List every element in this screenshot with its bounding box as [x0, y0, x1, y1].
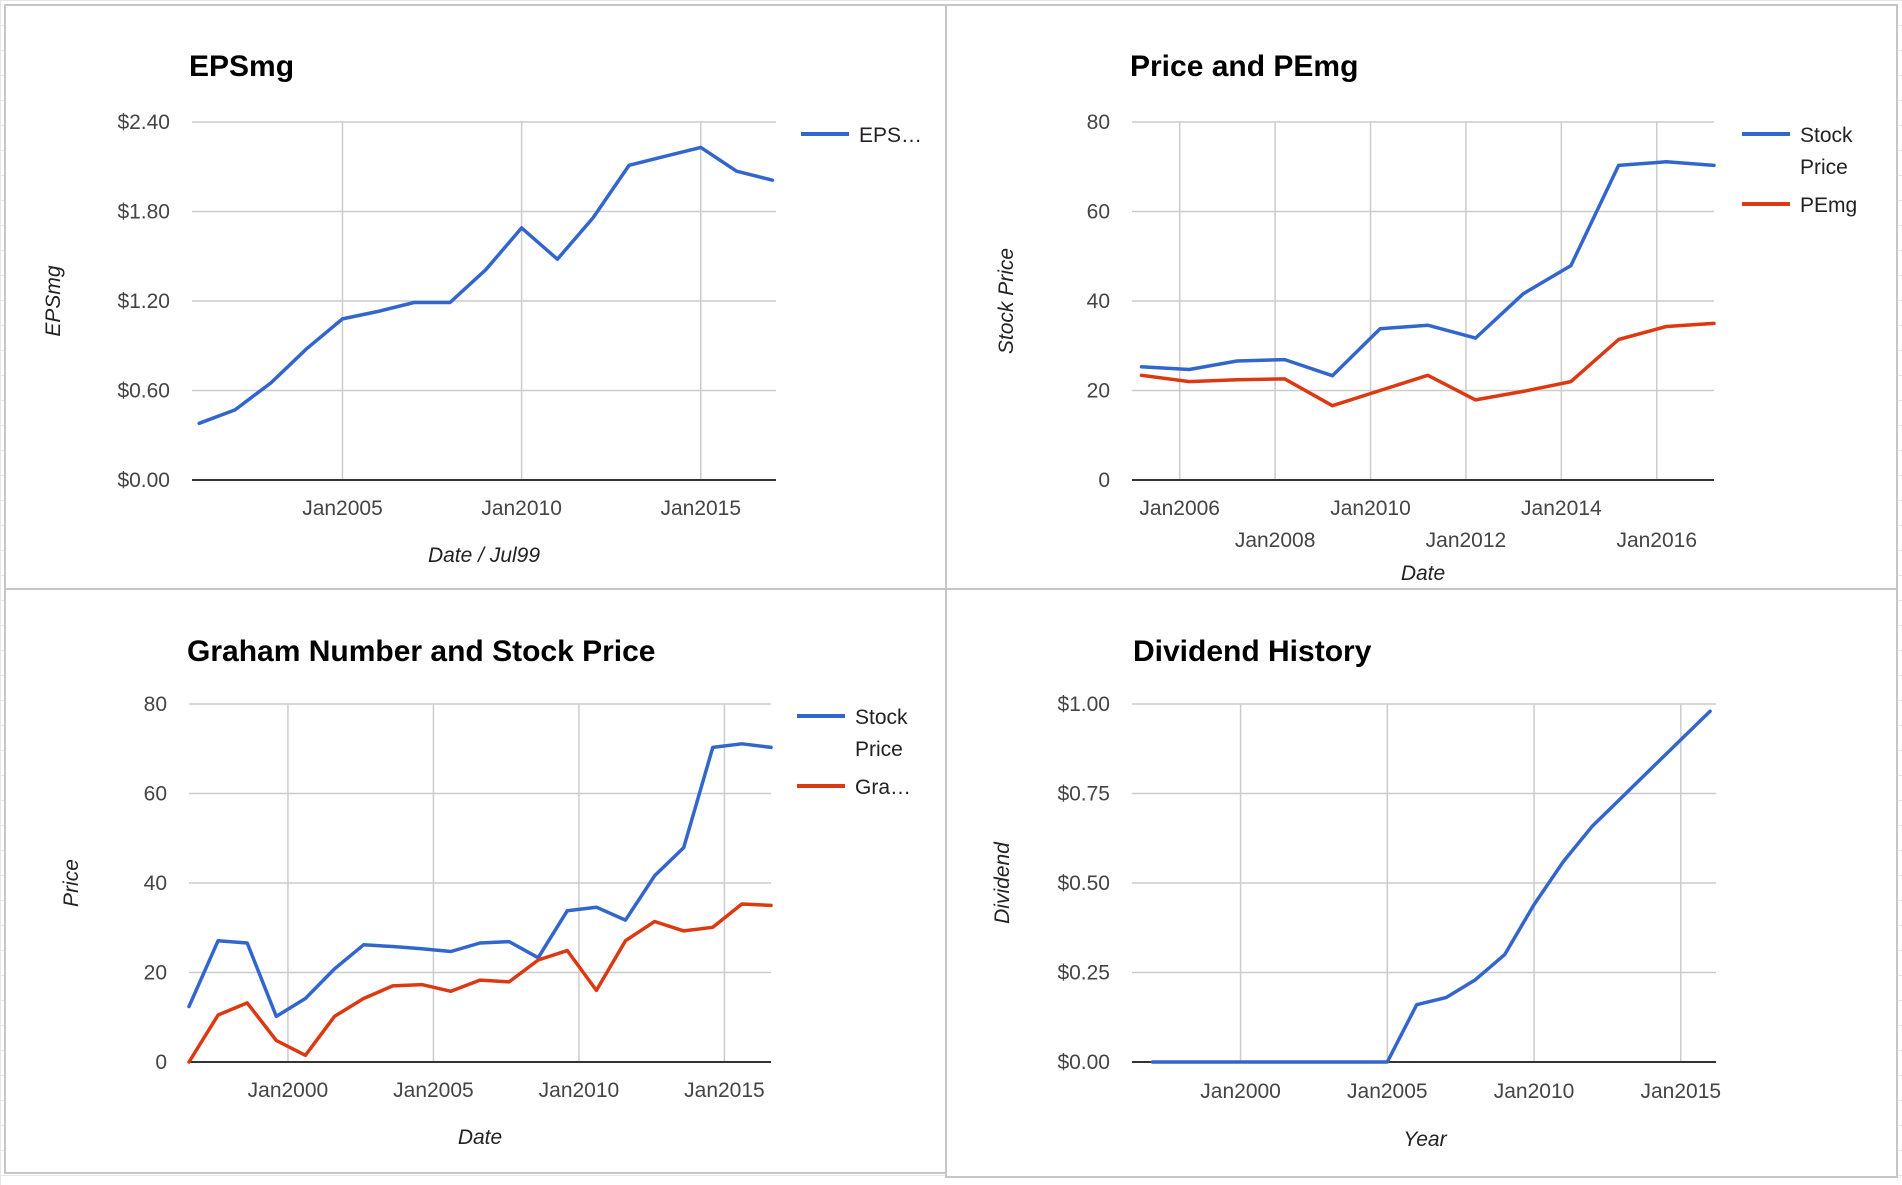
legend-label: Stock: [855, 706, 908, 729]
y-axis-title: Dividend: [991, 841, 1014, 924]
y-tick-label: 60: [144, 783, 167, 806]
y-tick-label: 20: [144, 962, 167, 985]
x-tick-label: Jan2005: [1347, 1080, 1428, 1103]
chart-panel-dividend-history: Dividend History $0.00 $0.25 $0.50 $0.75 $1.0…: [945, 588, 1898, 1178]
series-line-blue: [187, 742, 773, 1019]
y-tick-label: $0.25: [1057, 962, 1110, 985]
y-tick-label: $0.75: [1057, 783, 1110, 806]
legend-label: EPS…: [859, 124, 922, 147]
chart-panel-epsmg: EPSmg $0.00 $0.60 $1.20 $1.80 $2.40 Jan2005 Jan…: [4, 4, 947, 590]
y-tick-label: 40: [144, 872, 167, 895]
legend-label: Stock: [1800, 124, 1853, 147]
x-tick-label: Jan2010: [481, 497, 562, 520]
legend-label: Price: [855, 738, 903, 761]
chart-title: EPSmg: [189, 50, 294, 83]
y-tick-label: 0: [1098, 469, 1110, 492]
y-tick-label: $0.00: [1057, 1051, 1110, 1074]
x-tick-label: Jan2015: [684, 1079, 765, 1102]
y-tick-label: $1.00: [1057, 693, 1110, 716]
x-axis-title: Date: [1401, 562, 1445, 585]
x-tick-label: Jan2012: [1426, 529, 1507, 552]
legend-label: Price: [1800, 156, 1848, 179]
y-tick-label: $2.40: [117, 111, 170, 134]
y-tick-label: 20: [1087, 380, 1110, 403]
x-tick-label: Jan2005: [302, 497, 383, 520]
x-tick-label: Jan2010: [539, 1079, 620, 1102]
y-tick-label: 0: [155, 1051, 167, 1074]
x-tick-label: Jan2008: [1235, 529, 1316, 552]
x-tick-label: Jan2016: [1616, 529, 1697, 552]
dividend-history-chart-svg: Dividend History $0.00 $0.25 $0.50 $0.75 $1.0…: [991, 635, 1721, 1151]
x-tick-label: Jan2015: [1640, 1080, 1721, 1103]
y-tick-label: $1.80: [117, 201, 170, 224]
series-line-red: [1139, 321, 1716, 408]
x-tick-label: Jan2006: [1139, 497, 1220, 520]
series-line-blue: [197, 145, 775, 426]
chart-panel-graham-number: Graham Number and Stock Price 0 20 40 60 80 Ja…: [4, 588, 947, 1174]
y-tick-label: $1.20: [117, 290, 170, 313]
y-tick-label: 80: [1087, 111, 1110, 134]
series-line-blue: [1150, 709, 1712, 1064]
y-axis-title: Stock Price: [995, 248, 1018, 354]
legend-label: PEmg: [1800, 194, 1857, 217]
chart-title: Dividend History: [1133, 635, 1372, 668]
x-tick-label: Jan2010: [1330, 497, 1411, 520]
x-axis-title: Date: [458, 1126, 502, 1149]
graham-number-chart-svg: Graham Number and Stock Price 0 20 40 60 80 Ja…: [60, 635, 911, 1149]
x-tick-label: Jan2000: [248, 1079, 329, 1102]
y-tick-label: $0.50: [1057, 872, 1110, 895]
chart-panel-price-and-pemg: Price and PEmg 0 20 40 60 80 Jan2006 Jan2008 Jan…: [945, 4, 1898, 590]
x-axis-title: Date / Jul99: [428, 544, 540, 567]
x-tick-label: Jan2000: [1200, 1080, 1281, 1103]
y-tick-label: 40: [1087, 290, 1110, 313]
x-tick-label: Jan2010: [1494, 1080, 1575, 1103]
y-tick-label: $0.00: [117, 469, 170, 492]
y-axis-title: EPSmg: [42, 265, 65, 337]
y-tick-label: 60: [1087, 201, 1110, 224]
y-axis-title: Price: [60, 859, 83, 907]
chart-title: Graham Number and Stock Price: [187, 635, 656, 668]
y-tick-label: $0.60: [117, 380, 170, 403]
legend-label: Gra…: [855, 776, 911, 799]
chart-title: Price and PEmg: [1130, 50, 1358, 83]
x-tick-label: Jan2015: [660, 497, 741, 520]
price-and-pemg-chart-svg: Price and PEmg 0 20 40 60 80 Jan2006 Jan2008 Jan…: [995, 50, 1857, 585]
epsmg-chart-svg: EPSmg $0.00 $0.60 $1.20 $1.80 $2.40 Jan2005 Jan…: [42, 50, 922, 567]
x-axis-title: Year: [1403, 1128, 1447, 1151]
series-line-red: [187, 902, 773, 1064]
y-tick-label: 80: [144, 693, 167, 716]
series-line-blue: [1139, 160, 1716, 378]
x-tick-label: Jan2014: [1521, 497, 1602, 520]
x-tick-label: Jan2005: [393, 1079, 474, 1102]
